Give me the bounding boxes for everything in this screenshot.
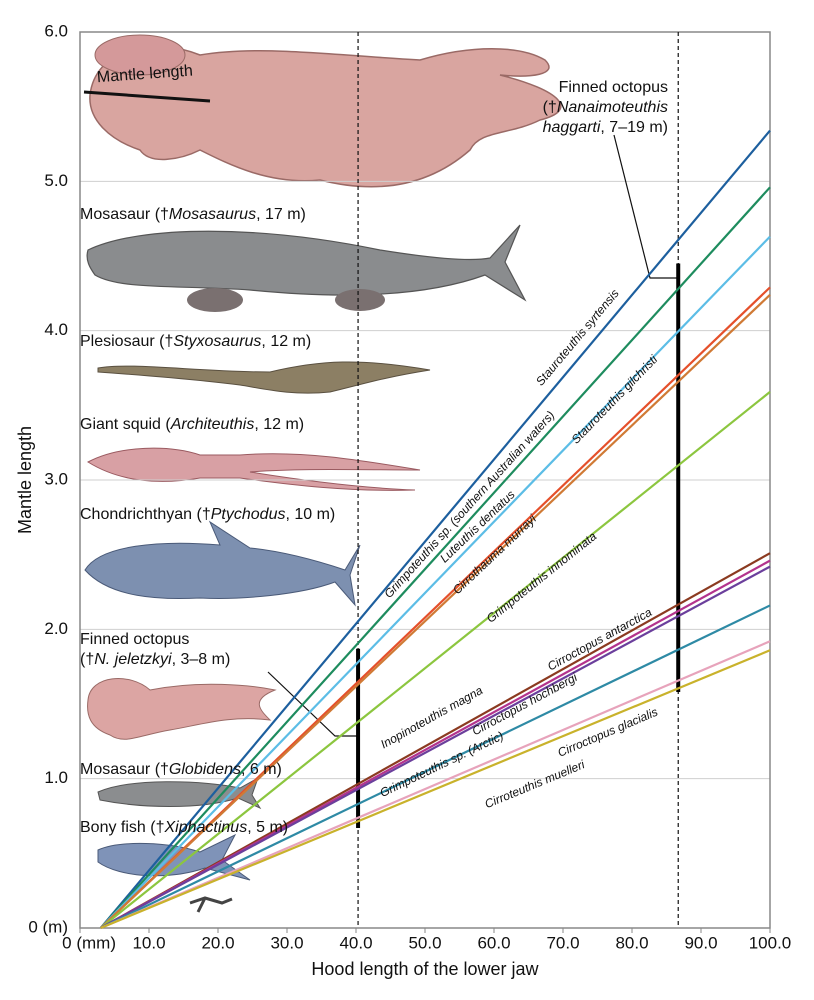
series-label: Stauroteuthis syrtensis bbox=[533, 286, 622, 388]
annotation-text: Finned octopus bbox=[559, 79, 668, 96]
animal-text: Xiphactinus bbox=[163, 819, 247, 836]
animal-text: Bony fish († bbox=[80, 819, 164, 836]
x-tick-label: 50.0 bbox=[408, 933, 441, 952]
series-label: Stauroteuthis gilchristi bbox=[569, 352, 661, 446]
annotation-label: haggarti, 7–19 m) bbox=[543, 119, 668, 136]
annotation-text: haggarti bbox=[543, 119, 601, 136]
x-tick-label: 80.0 bbox=[615, 933, 648, 952]
animal-text: Mosasaur († bbox=[80, 206, 169, 223]
animal-label: Plesiosaur (†Styxosaurus, 12 m) bbox=[80, 333, 311, 350]
octopus-illustration bbox=[89, 45, 562, 188]
animal-text: Giant squid ( bbox=[80, 416, 171, 433]
x-tick-label: 100.0 bbox=[749, 933, 792, 952]
y-tick-label: 6.0 bbox=[44, 21, 68, 40]
series-line bbox=[100, 640, 771, 930]
annotation-label: Finned octopus bbox=[559, 79, 668, 96]
annotation-text: , 7–19 m) bbox=[600, 119, 668, 136]
annotation-text: Finned octopus bbox=[80, 631, 189, 648]
shark-illustration bbox=[84, 520, 361, 607]
series-line bbox=[100, 604, 771, 929]
annotation-label: Finned octopus bbox=[80, 631, 189, 648]
mantle-length-label: Mantle length bbox=[96, 63, 193, 87]
series-line bbox=[100, 649, 771, 930]
annotation-label: (†N. jeletzkyi, 3–8 m) bbox=[80, 651, 230, 668]
animal-text: Ptychodus bbox=[211, 506, 286, 523]
x-axis-title: Hood length of the lower jaw bbox=[311, 959, 539, 979]
x-tick-label: 90.0 bbox=[684, 933, 717, 952]
x-tick-label: 10.0 bbox=[132, 933, 165, 952]
annotation-label: (†Nanaimoteuthis bbox=[543, 99, 668, 116]
animal-text: Chondrichthyan († bbox=[80, 506, 211, 523]
animal-text: Mosasaurus bbox=[169, 206, 256, 223]
leader-line bbox=[613, 134, 679, 279]
animal-label: Bony fish (†Xiphactinus, 5 m) bbox=[80, 819, 288, 836]
mantle-length-marker bbox=[83, 90, 211, 103]
y-tick-label: 4.0 bbox=[44, 320, 68, 339]
octopus-small-illustration bbox=[87, 678, 277, 740]
octopus-fin bbox=[94, 34, 186, 76]
series-line bbox=[100, 565, 771, 929]
illustrations bbox=[83, 34, 562, 913]
annotation-text: († bbox=[80, 651, 94, 668]
annotation-text: , 3–8 m) bbox=[172, 651, 231, 668]
leader-line bbox=[267, 671, 359, 737]
animal-label: Giant squid (Architeuthis, 12 m) bbox=[80, 416, 304, 433]
annotation-text: († bbox=[543, 99, 557, 116]
annotation-text: Nanaimoteuthis bbox=[557, 99, 668, 116]
animal-text: , 12 m) bbox=[261, 333, 311, 350]
x-tick-label: 20.0 bbox=[201, 933, 234, 952]
animal-text: Styxosaurus bbox=[173, 333, 261, 350]
animal-label: Mosasaur (†Globidens, 6 m) bbox=[80, 761, 282, 778]
flipper bbox=[187, 288, 243, 312]
series-line bbox=[100, 391, 771, 929]
series-label: Cirroteuthis muelleri bbox=[483, 757, 587, 811]
y-tick-label: 3.0 bbox=[44, 469, 68, 488]
y-tick-label: 2.0 bbox=[44, 619, 68, 638]
y-tick-label: 1.0 bbox=[44, 768, 68, 787]
x-tick-label: 70.0 bbox=[546, 933, 579, 952]
mosasaur-illustration bbox=[86, 224, 527, 302]
animal-text: , 17 m) bbox=[256, 206, 306, 223]
animal-label: Mosasaur (†Mosasaurus, 17 m) bbox=[80, 206, 306, 223]
x-tick-label: 30.0 bbox=[270, 933, 303, 952]
x-tick-label: 0 (mm) bbox=[62, 933, 116, 952]
series-label: Cirroctopus antarctica bbox=[545, 605, 654, 674]
squid-illustration bbox=[86, 447, 421, 491]
diver-illustration bbox=[189, 896, 233, 913]
annotation-text: N. jeletzkyi bbox=[94, 651, 172, 668]
animal-text: Architeuthis bbox=[170, 416, 255, 433]
y-tick-label: 0 (m) bbox=[28, 917, 68, 936]
animal-text: Plesiosaur († bbox=[80, 333, 173, 350]
animal-text: , 10 m) bbox=[285, 506, 335, 523]
globidens-illustration bbox=[97, 776, 262, 810]
animal-text: Mosasaur († bbox=[80, 761, 169, 778]
animal-label: Chondrichthyan (†Ptychodus, 10 m) bbox=[80, 506, 335, 523]
plot-frame bbox=[79, 31, 771, 929]
y-axis-title: Mantle length bbox=[15, 426, 35, 534]
series-line bbox=[99, 235, 771, 929]
series-line bbox=[99, 294, 771, 929]
x-tick-label: 40.0 bbox=[339, 933, 372, 952]
plesiosaur-illustration bbox=[97, 361, 431, 394]
flipper bbox=[335, 289, 385, 311]
animal-text: Globidens bbox=[169, 761, 241, 778]
animal-text: , 6 m) bbox=[241, 761, 282, 778]
y-tick-label: 5.0 bbox=[44, 171, 68, 190]
animal-text: , 5 m) bbox=[247, 819, 288, 836]
series-line bbox=[99, 186, 771, 929]
animal-text: , 12 m) bbox=[254, 416, 304, 433]
series-line bbox=[99, 129, 771, 929]
x-tick-label: 60.0 bbox=[477, 933, 510, 952]
